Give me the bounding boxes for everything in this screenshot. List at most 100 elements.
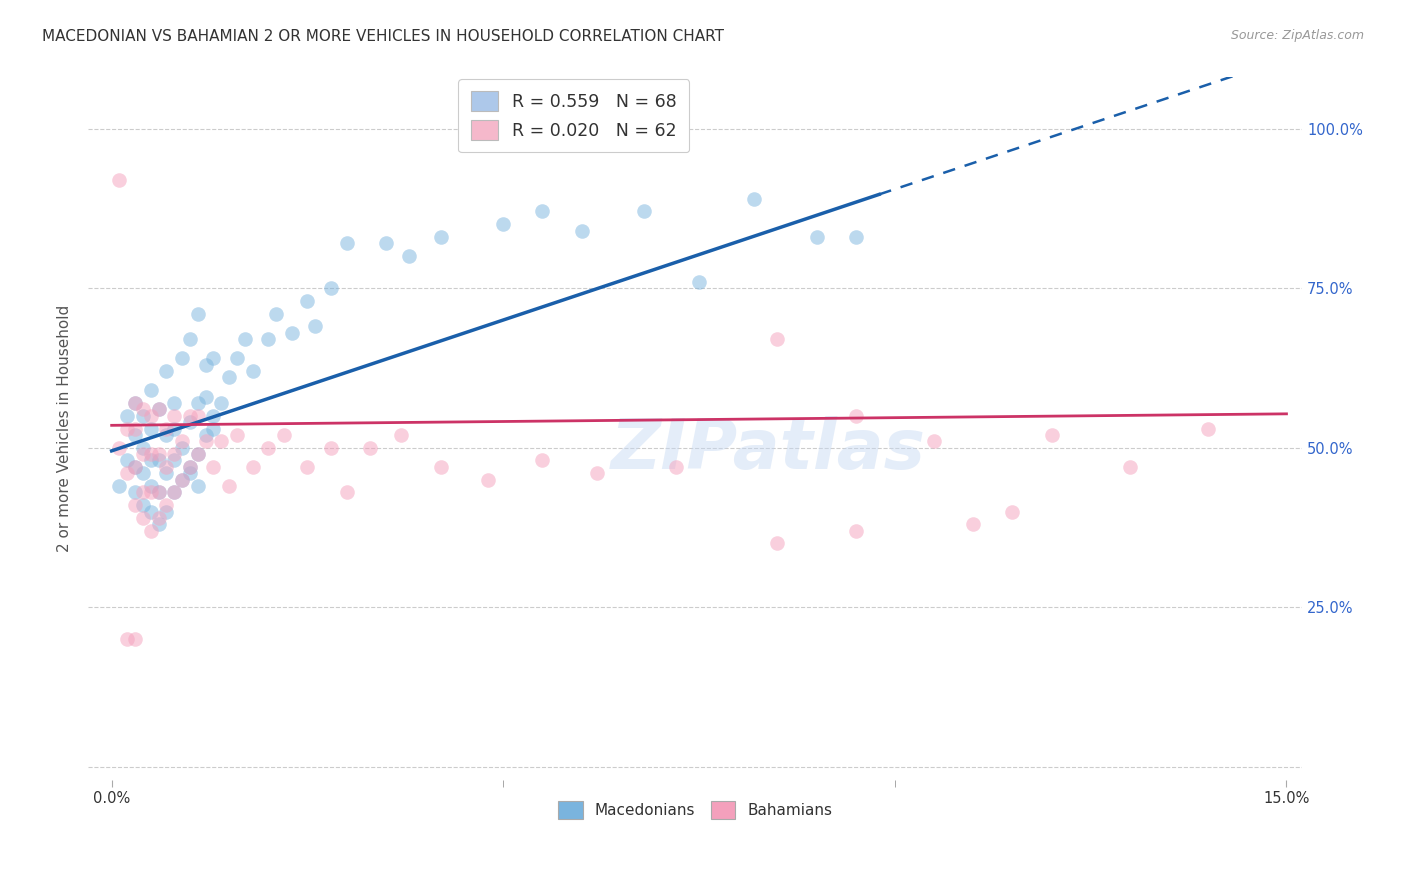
Point bbox=[179, 332, 201, 346]
Point bbox=[163, 447, 186, 461]
Point bbox=[187, 447, 209, 461]
Point bbox=[218, 479, 240, 493]
Point bbox=[477, 473, 499, 487]
Point bbox=[139, 479, 162, 493]
Point bbox=[132, 402, 155, 417]
Point bbox=[202, 421, 225, 435]
Text: Source: ZipAtlas.com: Source: ZipAtlas.com bbox=[1230, 29, 1364, 42]
Point bbox=[845, 524, 868, 538]
Point bbox=[139, 409, 162, 423]
Point bbox=[179, 409, 201, 423]
Point bbox=[124, 396, 146, 410]
Point bbox=[209, 396, 232, 410]
Point bbox=[226, 428, 249, 442]
Point bbox=[742, 192, 765, 206]
Point bbox=[1197, 421, 1219, 435]
Point bbox=[148, 485, 170, 500]
Point bbox=[124, 459, 146, 474]
Point bbox=[132, 485, 155, 500]
Point bbox=[117, 409, 139, 423]
Point bbox=[297, 459, 319, 474]
Point bbox=[117, 421, 139, 435]
Point bbox=[194, 390, 217, 404]
Point bbox=[163, 396, 186, 410]
Point bbox=[766, 536, 789, 550]
Point bbox=[391, 428, 413, 442]
Point bbox=[304, 319, 326, 334]
Point bbox=[163, 453, 186, 467]
Point bbox=[148, 447, 170, 461]
Point bbox=[319, 441, 342, 455]
Point bbox=[429, 459, 451, 474]
Point bbox=[922, 434, 945, 449]
Point bbox=[218, 370, 240, 384]
Point bbox=[148, 453, 170, 467]
Point bbox=[531, 453, 554, 467]
Point bbox=[179, 415, 201, 429]
Point bbox=[132, 511, 155, 525]
Point bbox=[124, 396, 146, 410]
Point bbox=[187, 447, 209, 461]
Point bbox=[148, 402, 170, 417]
Point bbox=[187, 409, 209, 423]
Point bbox=[124, 421, 146, 435]
Point bbox=[766, 332, 789, 346]
Point bbox=[257, 332, 280, 346]
Point bbox=[1119, 459, 1142, 474]
Point bbox=[281, 326, 304, 340]
Text: MACEDONIAN VS BAHAMIAN 2 OR MORE VEHICLES IN HOUSEHOLD CORRELATION CHART: MACEDONIAN VS BAHAMIAN 2 OR MORE VEHICLE… bbox=[42, 29, 724, 44]
Point bbox=[257, 441, 280, 455]
Point bbox=[374, 236, 396, 251]
Point bbox=[273, 428, 295, 442]
Point bbox=[202, 409, 225, 423]
Point bbox=[172, 351, 194, 366]
Point bbox=[124, 632, 146, 647]
Point bbox=[845, 409, 868, 423]
Point bbox=[139, 485, 162, 500]
Point bbox=[688, 275, 710, 289]
Point bbox=[132, 498, 155, 512]
Point bbox=[124, 459, 146, 474]
Point bbox=[139, 383, 162, 397]
Point bbox=[139, 504, 162, 518]
Point bbox=[132, 441, 155, 455]
Point bbox=[148, 511, 170, 525]
Point bbox=[194, 434, 217, 449]
Point bbox=[633, 204, 655, 219]
Point bbox=[155, 428, 177, 442]
Text: ZIPatlas: ZIPatlas bbox=[610, 416, 925, 483]
Point bbox=[179, 467, 201, 481]
Point bbox=[139, 421, 162, 435]
Point bbox=[124, 428, 146, 442]
Point bbox=[845, 230, 868, 244]
Point bbox=[336, 236, 359, 251]
Point bbox=[155, 498, 177, 512]
Point bbox=[194, 428, 217, 442]
Point bbox=[187, 479, 209, 493]
Point bbox=[148, 485, 170, 500]
Point bbox=[139, 524, 162, 538]
Point bbox=[242, 364, 264, 378]
Point bbox=[264, 307, 287, 321]
Point bbox=[132, 467, 155, 481]
Point bbox=[202, 351, 225, 366]
Point bbox=[155, 364, 177, 378]
Point bbox=[664, 459, 686, 474]
Point bbox=[108, 172, 131, 186]
Point bbox=[571, 224, 593, 238]
Point bbox=[429, 230, 451, 244]
Point bbox=[187, 307, 209, 321]
Point bbox=[132, 409, 155, 423]
Point bbox=[492, 217, 515, 231]
Point bbox=[117, 453, 139, 467]
Point bbox=[155, 504, 177, 518]
Point bbox=[148, 517, 170, 532]
Point bbox=[108, 479, 131, 493]
Point bbox=[148, 402, 170, 417]
Point bbox=[124, 498, 146, 512]
Point bbox=[163, 421, 186, 435]
Point bbox=[139, 447, 162, 461]
Point bbox=[163, 485, 186, 500]
Point bbox=[117, 632, 139, 647]
Point bbox=[172, 441, 194, 455]
